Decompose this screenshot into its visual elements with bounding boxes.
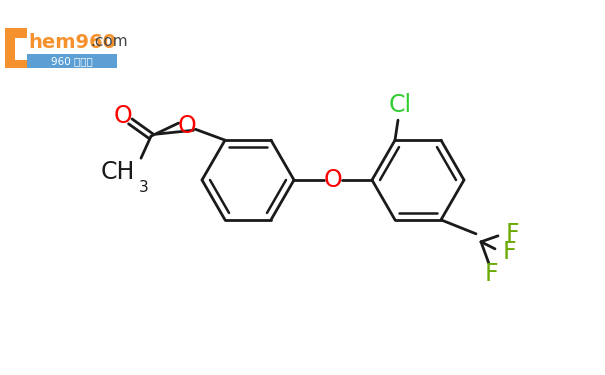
Text: .com: .com — [90, 34, 128, 50]
Text: 960 化工网: 960 化工网 — [51, 56, 93, 66]
Text: O: O — [114, 104, 132, 128]
Text: CH: CH — [100, 160, 135, 184]
Text: F: F — [503, 240, 517, 264]
Bar — [15, 38, 37, 60]
Text: 3: 3 — [139, 180, 149, 195]
Text: Cl: Cl — [388, 93, 411, 117]
Text: O: O — [178, 114, 197, 138]
Text: F: F — [484, 262, 498, 286]
Text: hem960: hem960 — [28, 33, 116, 51]
Text: O: O — [324, 168, 342, 192]
Bar — [27, 54, 117, 68]
Bar — [5, 28, 27, 68]
Text: F: F — [506, 222, 520, 246]
